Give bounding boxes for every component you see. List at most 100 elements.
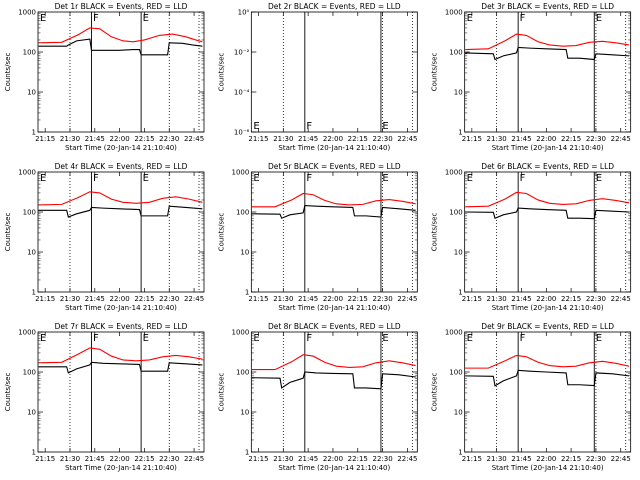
y-axis-label: Counts/sec bbox=[431, 53, 439, 92]
panel-title: Det 8r BLACK = Events, RED = LLD bbox=[268, 322, 401, 331]
x-tick-label: 21:15 bbox=[35, 455, 55, 463]
series-line-lld bbox=[465, 354, 630, 369]
series-line-lld bbox=[38, 347, 203, 364]
marker-center: F bbox=[306, 173, 312, 184]
detector-panel: Det 1r BLACK = Events, RED = LLD 21:15 21:… bbox=[4, 2, 205, 152]
marker-right: E bbox=[143, 13, 149, 24]
y-tick-label: 1000 bbox=[18, 329, 36, 337]
series-line-events bbox=[251, 371, 416, 390]
y-tick-label: 1 bbox=[32, 449, 36, 457]
marker-center: F bbox=[306, 333, 312, 344]
series-line-lld bbox=[465, 33, 630, 51]
y-tick-label: 1 bbox=[245, 289, 249, 297]
x-axis-label: Start Time (20-Jan-14 21:10:40) bbox=[278, 464, 390, 472]
marker-right: E bbox=[596, 173, 602, 184]
series-line-lld bbox=[251, 354, 416, 371]
x-tick-label: 22:45 bbox=[184, 455, 204, 463]
x-tick-label: 21:45 bbox=[298, 135, 318, 143]
marker-left: E bbox=[253, 333, 259, 344]
marker-center: F bbox=[93, 333, 99, 344]
x-tick-label: 22:15 bbox=[348, 135, 368, 143]
series-line-lld bbox=[38, 191, 203, 206]
y-axis-label: Counts/sec bbox=[217, 373, 225, 412]
x-tick-label: 21:15 bbox=[35, 135, 55, 143]
x-tick-label: 22:30 bbox=[586, 295, 606, 303]
x-tick-label: 21:30 bbox=[60, 455, 80, 463]
series-line-lld bbox=[38, 27, 203, 44]
y-tick-label: 100 bbox=[23, 49, 36, 57]
y-tick-label: 10⁻⁴ bbox=[234, 89, 250, 97]
y-axis-label: Counts/sec bbox=[4, 373, 12, 412]
detector-panel: Det 7r BLACK = Events, RED = LLD 21:15 21:… bbox=[4, 322, 205, 472]
marker-right: E bbox=[382, 333, 388, 344]
series-line-events bbox=[251, 204, 416, 219]
panel-title: Det 1r BLACK = Events, RED = LLD bbox=[55, 2, 188, 11]
marker-center: F bbox=[93, 13, 99, 24]
x-tick-label: 21:45 bbox=[85, 455, 105, 463]
x-tick-label: 22:00 bbox=[536, 295, 556, 303]
y-tick-label: 1000 bbox=[232, 169, 250, 177]
series-line-events bbox=[38, 361, 203, 374]
x-tick-label: 22:15 bbox=[348, 295, 368, 303]
series-line-events bbox=[38, 205, 203, 218]
x-tick-label: 21:15 bbox=[248, 135, 268, 143]
x-tick-label: 21:45 bbox=[511, 135, 531, 143]
detector-panel: Det 4r BLACK = Events, RED = LLD 21:15 21:… bbox=[4, 162, 205, 312]
x-tick-label: 21:15 bbox=[35, 295, 55, 303]
detector-panel: Det 8r BLACK = Events, RED = LLD 21:15 21:… bbox=[217, 322, 418, 472]
x-tick-label: 21:45 bbox=[298, 295, 318, 303]
x-axis-label: Start Time (20-Jan-14 21:10:40) bbox=[492, 464, 604, 472]
x-tick-label: 21:30 bbox=[60, 295, 80, 303]
marker-right: E bbox=[143, 333, 149, 344]
marker-center: F bbox=[520, 13, 526, 24]
plot-frame bbox=[37, 171, 205, 293]
y-tick-label: 1000 bbox=[18, 169, 36, 177]
marker-left: E bbox=[40, 173, 46, 184]
x-tick-label: 22:45 bbox=[397, 135, 417, 143]
x-tick-label: 22:45 bbox=[184, 295, 204, 303]
y-axis-label: Counts/sec bbox=[217, 53, 225, 92]
series-line-events bbox=[465, 207, 630, 220]
x-tick-label: 22:15 bbox=[561, 295, 581, 303]
y-tick-label: 10 bbox=[454, 89, 463, 97]
x-tick-label: 21:15 bbox=[462, 295, 482, 303]
detector-panel: Det 2r BLACK = Events, RED = LLD 21:15 21:… bbox=[217, 2, 418, 152]
x-tick-label: 21:45 bbox=[298, 455, 318, 463]
y-tick-label: 100 bbox=[449, 209, 462, 217]
x-tick-label: 22:30 bbox=[372, 135, 392, 143]
plot-frame bbox=[250, 11, 418, 133]
y-tick-label: 10⁰ bbox=[238, 9, 250, 17]
plot-frame bbox=[464, 171, 632, 293]
detector-panel: Det 3r BLACK = Events, RED = LLD 21:15 21:… bbox=[431, 2, 632, 152]
x-tick-label: 22:45 bbox=[397, 295, 417, 303]
x-tick-label: 22:45 bbox=[611, 455, 631, 463]
x-tick-label: 22:30 bbox=[159, 135, 179, 143]
x-tick-label: 22:45 bbox=[611, 135, 631, 143]
y-tick-label: 100 bbox=[449, 369, 462, 377]
x-tick-label: 22:30 bbox=[159, 455, 179, 463]
panel-title: Det 9r BLACK = Events, RED = LLD bbox=[481, 322, 614, 331]
x-tick-label: 21:45 bbox=[85, 295, 105, 303]
series-line-lld bbox=[251, 192, 416, 208]
marker-center: F bbox=[520, 333, 526, 344]
marker-right: E bbox=[596, 13, 602, 24]
x-tick-label: 21:30 bbox=[273, 295, 293, 303]
marker-left: E bbox=[467, 13, 473, 24]
y-axis-label: Counts/sec bbox=[4, 53, 12, 92]
marker-center: F bbox=[93, 173, 99, 184]
plot-frame bbox=[37, 331, 205, 453]
y-tick-label: 10 bbox=[240, 249, 249, 257]
x-tick-label: 22:30 bbox=[586, 455, 606, 463]
y-tick-label: 1 bbox=[458, 129, 462, 137]
y-tick-label: 10⁻⁶ bbox=[234, 129, 250, 137]
x-tick-label: 21:30 bbox=[487, 135, 507, 143]
x-axis-label: Start Time (20-Jan-14 21:10:40) bbox=[492, 304, 604, 312]
marker-center: F bbox=[520, 173, 526, 184]
x-tick-label: 21:15 bbox=[462, 135, 482, 143]
x-tick-label: 22:30 bbox=[586, 135, 606, 143]
y-tick-label: 1 bbox=[32, 289, 36, 297]
x-tick-label: 22:00 bbox=[323, 455, 343, 463]
panel-title: Det 3r BLACK = Events, RED = LLD bbox=[481, 2, 614, 11]
x-tick-label: 22:30 bbox=[372, 455, 392, 463]
